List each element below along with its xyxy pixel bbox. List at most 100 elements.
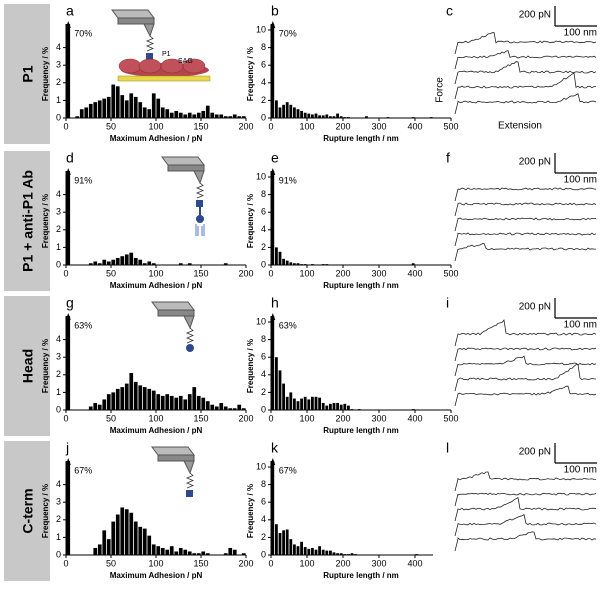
- bar: [296, 109, 300, 118]
- overflow-arrow: [65, 313, 71, 320]
- bar: [289, 262, 293, 265]
- bar: [156, 98, 161, 118]
- y-tick-label: 2: [261, 387, 266, 397]
- bar: [307, 113, 311, 118]
- bar: [228, 116, 233, 118]
- x-axis-label: Maximum Adhesion / pN: [110, 571, 203, 580]
- sag-blob: [182, 58, 206, 74]
- y-tick-label: 0: [261, 259, 266, 269]
- y-tick-label: 6: [261, 60, 266, 70]
- y-tick-label: 2: [261, 242, 266, 252]
- bar: [102, 399, 107, 410]
- x-tick-label: 200: [335, 268, 350, 278]
- x-tick-label: 0: [268, 121, 273, 131]
- x-tick-label: 500: [443, 121, 458, 131]
- cantilever: [151, 301, 195, 311]
- cantilever: [161, 156, 205, 166]
- bar: [88, 406, 93, 410]
- bar: [329, 116, 332, 118]
- bar: [325, 550, 329, 555]
- x-tick-label: 0: [268, 268, 273, 278]
- bar: [169, 395, 174, 410]
- cantilever: [151, 446, 195, 456]
- bar: [115, 257, 120, 265]
- force-curve: [454, 202, 597, 217]
- bar: [228, 408, 233, 410]
- x-tick-label: 150: [193, 558, 208, 568]
- bar: [201, 551, 206, 555]
- bar: [120, 507, 125, 555]
- x-tick-label: 200: [238, 121, 253, 131]
- bar: [336, 113, 339, 118]
- substrate: [117, 75, 211, 82]
- y-tick-label: 0: [56, 259, 61, 269]
- bar-annotation: 63%: [279, 320, 297, 330]
- bar: [66, 171, 71, 265]
- bar: [169, 546, 174, 555]
- y-tick-label: 10: [256, 461, 266, 471]
- bar: [192, 553, 197, 555]
- bar: [318, 115, 321, 118]
- bar: [278, 370, 282, 410]
- bars: [271, 171, 415, 265]
- bar: [133, 257, 138, 265]
- bar: [271, 316, 275, 410]
- bar: [88, 103, 93, 118]
- bar: [196, 553, 201, 555]
- x-tick-label: 200: [238, 413, 253, 423]
- bar: [115, 86, 120, 118]
- protein: [186, 344, 194, 352]
- x-tick-label: 0: [63, 121, 68, 131]
- x-axis-label: Maximum Adhesion / pN: [110, 281, 203, 290]
- bar: [165, 394, 170, 410]
- bar: [111, 521, 116, 555]
- bar: [142, 387, 147, 410]
- bar: [289, 539, 293, 555]
- bar: [303, 112, 307, 118]
- bar: [275, 524, 278, 555]
- bar: [311, 396, 314, 410]
- y-tick-label: 6: [261, 207, 266, 217]
- y-tick-label: 3: [56, 207, 61, 217]
- y-axis-label: Frequency / %: [246, 194, 255, 248]
- y-tick-label: 6: [261, 497, 266, 507]
- cantilever-side: [117, 17, 155, 25]
- x-tick-label: 200: [335, 121, 350, 131]
- bar: [183, 549, 188, 555]
- bar: [124, 254, 129, 265]
- bar: [223, 553, 228, 555]
- bars: [66, 316, 246, 410]
- bar: [165, 549, 170, 555]
- force-curve: [454, 187, 597, 202]
- bar: [282, 530, 285, 555]
- linker: [195, 182, 205, 199]
- force-scale-label: 200 pN: [519, 447, 551, 458]
- bar: [336, 402, 339, 410]
- bar: [156, 546, 161, 555]
- x-tick-label: 150: [193, 121, 208, 131]
- bar: [187, 394, 192, 410]
- bar: [282, 383, 285, 410]
- overflow-arrow: [270, 21, 276, 28]
- y-tick-label: 3: [56, 60, 61, 70]
- overflow-arrow: [270, 168, 276, 175]
- bar: [120, 95, 125, 118]
- x-tick-label: 100: [148, 558, 163, 568]
- bar: [183, 114, 188, 118]
- bar: [102, 98, 107, 118]
- x-axis-label: Rupture length / nm: [323, 571, 399, 580]
- y-tick-label: 6: [261, 352, 266, 362]
- y-tick-label: 10: [256, 24, 266, 34]
- y-tick-label: 4: [56, 334, 61, 344]
- row-label: Head: [20, 349, 36, 383]
- y-tick-label: 4: [56, 189, 61, 199]
- bar: [223, 406, 228, 410]
- bar: [147, 388, 152, 410]
- bar: [106, 261, 111, 265]
- x-tick-label: 200: [335, 558, 350, 568]
- x-tick-label: 400: [407, 121, 422, 131]
- force-curve: [454, 232, 597, 247]
- bar: [129, 373, 134, 410]
- bar: [214, 406, 219, 410]
- force-curve: [454, 217, 596, 232]
